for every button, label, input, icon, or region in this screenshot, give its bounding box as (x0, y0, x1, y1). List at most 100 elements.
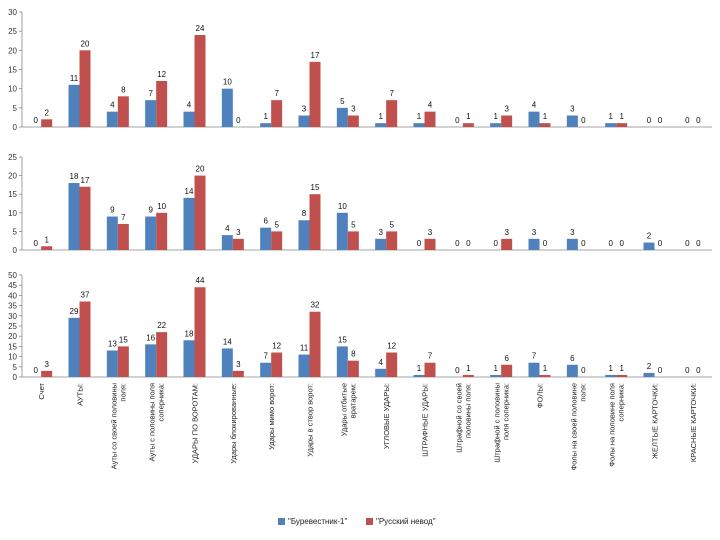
bar-burevestnik (260, 362, 272, 377)
bar-russkiy-nevod (309, 311, 321, 377)
bar-russkiy-nevod (386, 231, 398, 250)
bar-russkiy-nevod (386, 100, 398, 127)
y-tick-label: 20 (8, 332, 17, 341)
data-label: 7 (428, 352, 433, 361)
x-category-label: Ауты со своей половиныполя: (109, 383, 127, 469)
bar-burevestnik (221, 88, 233, 127)
y-tick-label: 45 (8, 281, 17, 290)
bar-burevestnik (336, 346, 348, 377)
y-tick-label: 35 (8, 302, 17, 311)
data-label: 3 (236, 360, 241, 369)
bar-burevestnik (68, 317, 80, 377)
data-label: 11 (300, 344, 309, 353)
data-label: 7 (148, 89, 153, 98)
bar-russkiy-nevod (271, 352, 283, 377)
bar-burevestnik (643, 372, 655, 377)
data-label: 5 (340, 97, 345, 106)
bar-burevestnik (106, 350, 118, 377)
bar-burevestnik (106, 111, 118, 127)
data-label: 3 (44, 360, 49, 369)
data-label: 0 (696, 116, 701, 125)
y-tick-label: 15 (8, 190, 17, 199)
data-label: 0 (33, 366, 38, 375)
bar-burevestnik (643, 242, 655, 250)
bar-burevestnik (490, 374, 502, 377)
bar-burevestnik (375, 123, 387, 127)
x-category-label: УДАРЫ ПО ВОРОТАМ: (191, 383, 200, 463)
data-label: 0 (543, 239, 548, 248)
data-label: 5 (389, 220, 394, 229)
x-category-label-line: Ауты со своей половины (109, 383, 118, 469)
y-tick-label: 40 (8, 291, 17, 300)
bar-russkiy-nevod (79, 50, 91, 128)
y-tick-label: 5 (13, 227, 18, 236)
data-label: 0 (608, 239, 613, 248)
data-label: 12 (387, 342, 396, 351)
bar-russkiy-nevod (347, 115, 359, 127)
x-category-label: Штрафной с половиныполя соперника: (493, 383, 511, 463)
bar-russkiy-nevod (616, 374, 628, 377)
x-category-label-line: Штрафной с половины (493, 383, 502, 463)
bar-burevestnik (528, 362, 540, 377)
data-label: 3 (504, 228, 509, 237)
bar-burevestnik (183, 340, 195, 377)
data-label: 11 (70, 74, 79, 83)
data-label: 1 (493, 364, 498, 373)
data-label: 24 (196, 24, 205, 33)
x-category-label-line: ФОЛЫ: (536, 383, 545, 408)
data-label: 14 (223, 337, 232, 346)
data-label: 1 (417, 112, 422, 121)
y-tick-label: 0 (13, 123, 18, 132)
x-category-label-line: соперника: (617, 383, 626, 421)
bar-burevestnik (145, 344, 157, 377)
data-label: 0 (581, 239, 586, 248)
data-label: 37 (81, 291, 90, 300)
data-label: 44 (196, 276, 205, 285)
x-category-label-line: Счет (37, 382, 46, 399)
x-category-label-line: УДАРЫ ПО ВОРОТАМ: (191, 383, 200, 463)
x-category-label: Удары мимо ворот: (267, 383, 276, 450)
y-tick-label: 20 (8, 46, 17, 55)
data-label: 0 (696, 366, 701, 375)
data-label: 18 (185, 329, 194, 338)
data-label: 3 (236, 228, 241, 237)
data-label: 10 (338, 202, 347, 211)
bar-russkiy-nevod (424, 238, 436, 250)
data-label: 3 (428, 228, 433, 237)
y-tick-label: 25 (8, 153, 17, 162)
data-label: 20 (196, 165, 205, 174)
x-category-label: УГЛОВЫЕ УДАРЫ: (382, 383, 391, 449)
data-label: 10 (157, 202, 166, 211)
data-label: 15 (338, 335, 347, 344)
data-label: 0 (581, 366, 586, 375)
bar-russkiy-nevod (194, 287, 206, 377)
data-label: 1 (619, 364, 624, 373)
bar-burevestnik (68, 84, 80, 127)
bar-russkiy-nevod (79, 301, 91, 377)
x-category-label: Ауты с половины полясоперника: (148, 383, 166, 461)
data-label: 4 (532, 101, 537, 110)
x-category-label-line: Ауты с половины поля (148, 383, 157, 461)
data-label: 0 (455, 239, 460, 248)
x-category-label-line: КРАСНЫЕ КАРТОЧКИ: (689, 383, 698, 462)
data-label: 2 (44, 108, 49, 117)
data-label: 17 (81, 176, 90, 185)
bar-russkiy-nevod (117, 223, 129, 250)
legend-swatch (366, 518, 373, 525)
bar-russkiy-nevod (347, 360, 359, 377)
bar-burevestnik (183, 111, 195, 127)
x-category-label-line: вратарем: (348, 383, 357, 418)
data-label: 1 (466, 112, 471, 121)
x-category-label: АУТЫ: (76, 383, 85, 406)
data-label: 3 (351, 105, 356, 114)
bar-burevestnik (106, 216, 118, 250)
x-category-label-line: Удары в створ ворот: (306, 383, 315, 457)
y-tick-label: 15 (8, 66, 17, 75)
data-label: 9 (148, 206, 153, 215)
x-category-label: Счет (37, 382, 46, 399)
data-label: 1 (493, 112, 498, 121)
bar-russkiy-nevod (194, 35, 206, 127)
y-tick-label: 50 (8, 271, 17, 280)
